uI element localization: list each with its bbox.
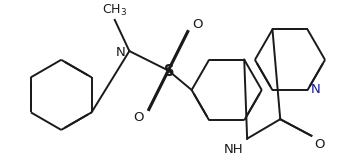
Text: O: O — [134, 111, 144, 124]
Text: O: O — [193, 18, 203, 31]
Text: S: S — [164, 64, 174, 79]
Text: O: O — [314, 138, 325, 151]
Text: NH: NH — [224, 143, 243, 156]
Text: N: N — [310, 83, 320, 96]
Text: N: N — [116, 46, 125, 59]
Text: CH$_3$: CH$_3$ — [102, 3, 127, 18]
